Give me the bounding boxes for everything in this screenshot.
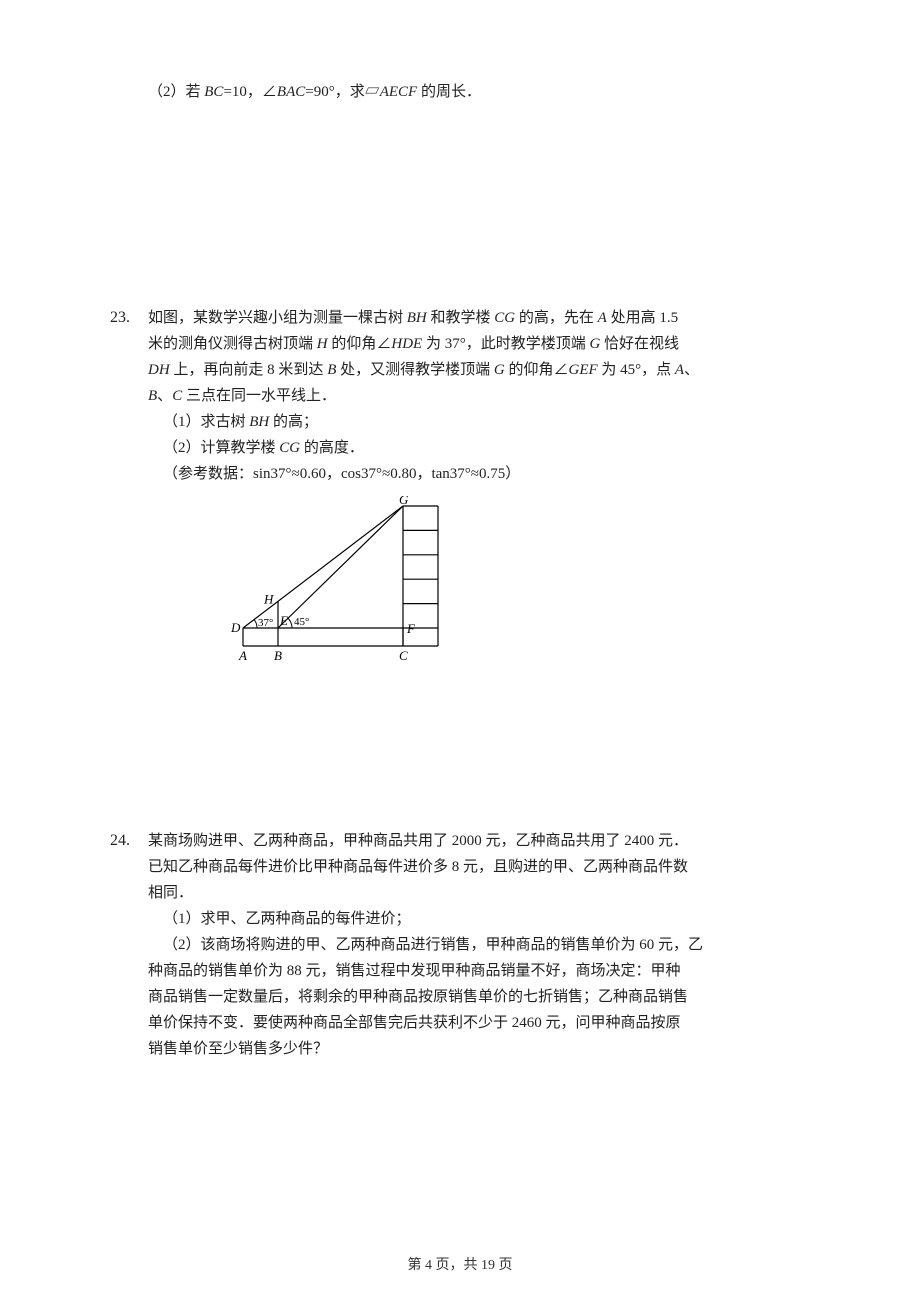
q24-sub2d: 单价保持不变．要使两种商品全部售完后共获利不少于 2460 元，问甲种商品按原 xyxy=(148,1011,810,1035)
page: （2）若 BC=10，∠BAC=90°，求▱AECF 的周长． 23. 如图，某… xyxy=(0,0,920,1302)
q23-diagram: G H DA B CF E 37° 45° xyxy=(228,496,810,679)
q23-ref: （参考数据：sin37°≈0.60，cos37°≈0.80，tan37°≈0.7… xyxy=(148,462,810,486)
q23-num: 23. xyxy=(110,306,148,330)
svg-text:C: C xyxy=(399,648,408,663)
diagram-svg: G H DA B CF E 37° 45° xyxy=(228,496,458,671)
q23-line4: B、C 三点在同一水平线上． xyxy=(148,384,810,408)
svg-text:D: D xyxy=(230,620,241,635)
q24-sub2e: 销售单价至少销售多少件？ xyxy=(148,1037,810,1061)
q24-sub2a: （2）该商场将购进的甲、乙两种商品进行销售，甲种商品的销售单价为 60 元，乙 xyxy=(148,933,810,957)
q23-sub2: （2）计算教学楼 CG 的高度． xyxy=(148,436,810,460)
svg-text:E: E xyxy=(279,613,288,628)
q23-line2: 米的测角仪测得古树顶端 H 的仰角∠HDE 为 37°，此时教学楼顶端 G 恰好… xyxy=(148,332,810,356)
svg-text:B: B xyxy=(274,648,282,663)
q24-num: 24. xyxy=(110,829,148,853)
spacer xyxy=(110,719,810,829)
q24-line3: 相同． xyxy=(148,881,810,905)
svg-text:A: A xyxy=(238,648,247,663)
q24-line1: 某商场购进甲、乙两种商品，甲种商品共用了 2000 元，乙种商品共用了 2400… xyxy=(148,829,810,853)
problem-23: 23. 如图，某数学兴趣小组为测量一棵古树 BH 和教学楼 CG 的高，先在 A… xyxy=(110,306,810,679)
spacer xyxy=(110,146,810,306)
q22-sub2: （2）若 BC=10，∠BAC=90°，求▱AECF 的周长． xyxy=(148,80,810,104)
q23-line3: DH 上，再向前走 8 米到达 B 处，又测得教学楼顶端 G 的仰角∠GEF 为… xyxy=(148,358,810,382)
problem-22-part2: （2）若 BC=10，∠BAC=90°，求▱AECF 的周长． xyxy=(110,80,810,106)
q24-body: 某商场购进甲、乙两种商品，甲种商品共用了 2000 元，乙种商品共用了 2400… xyxy=(148,829,810,1063)
q24-sub2c: 商品销售一定数量后，将剩余的甲种商品按原销售单价的七折销售；乙种商品销售 xyxy=(148,985,810,1009)
page-footer: 第 4 页，共 19 页 xyxy=(0,1254,920,1274)
q24-sub1: （1）求甲、乙两种商品的每件进价； xyxy=(148,907,810,931)
q24-line2: 已知乙种商品每件进价比甲种商品每件进价多 8 元，且购进的甲、乙两种商品件数 xyxy=(148,855,810,879)
svg-text:G: G xyxy=(399,496,409,507)
q23-line1: 如图，某数学兴趣小组为测量一棵古树 BH 和教学楼 CG 的高，先在 A 处用高… xyxy=(148,306,810,330)
q24-sub2b: 种商品的销售单价为 88 元，销售过程中发现甲种商品销量不好，商场决定：甲种 xyxy=(148,959,810,983)
problem-24: 24. 某商场购进甲、乙两种商品，甲种商品共用了 2000 元，乙种商品共用了 … xyxy=(110,829,810,1063)
q23-body: 如图，某数学兴趣小组为测量一棵古树 BH 和教学楼 CG 的高，先在 A 处用高… xyxy=(148,306,810,679)
svg-text:H: H xyxy=(263,591,274,606)
svg-text:45°: 45° xyxy=(294,616,309,628)
svg-text:37°: 37° xyxy=(258,617,273,629)
q23-sub1: （1）求古树 BH 的高； xyxy=(148,410,810,434)
svg-text:F: F xyxy=(406,621,416,636)
